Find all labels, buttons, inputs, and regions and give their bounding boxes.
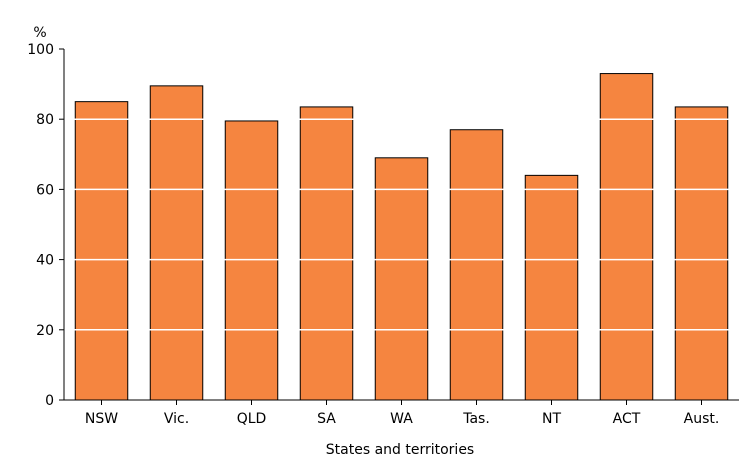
y-tick-label: 0 — [45, 393, 54, 409]
x-tick-label: WA — [390, 411, 413, 427]
bar-act — [599, 73, 654, 401]
bar-tas — [449, 129, 504, 401]
bar-vic — [149, 85, 204, 401]
bar-nsw — [74, 101, 129, 401]
y-tick-label: 100 — [27, 42, 54, 58]
x-tick-label: SA — [317, 411, 336, 427]
x-tick-label: Aust. — [684, 411, 720, 427]
x-tick-label: Tas. — [462, 411, 490, 427]
bars — [74, 73, 729, 401]
y-axis-ticks: 0 20 40 60 80 100 — [27, 42, 64, 409]
x-axis-label: States and territories — [326, 442, 474, 457]
bar-wa — [374, 157, 429, 401]
gridlines — [65, 48, 739, 331]
y-tick-label: 80 — [36, 112, 54, 128]
x-tick-label: NSW — [85, 411, 118, 427]
x-tick-label: ACT — [613, 411, 641, 427]
y-axis-label: % — [33, 25, 46, 41]
x-tick-label: NT — [542, 411, 561, 427]
bar-sa — [299, 106, 354, 401]
x-tick-label: QLD — [237, 411, 267, 427]
y-tick-label: 20 — [36, 323, 54, 339]
bar-nt — [524, 174, 579, 401]
y-tick-label: 60 — [36, 182, 54, 198]
x-axis-ticks: NSW Vic. QLD SA WA Tas. NT ACT Aust. — [85, 400, 719, 427]
bar-qld — [224, 120, 279, 401]
bar-aust — [674, 106, 729, 401]
x-tick-label: Vic. — [164, 411, 189, 427]
y-tick-label: 40 — [36, 253, 54, 269]
